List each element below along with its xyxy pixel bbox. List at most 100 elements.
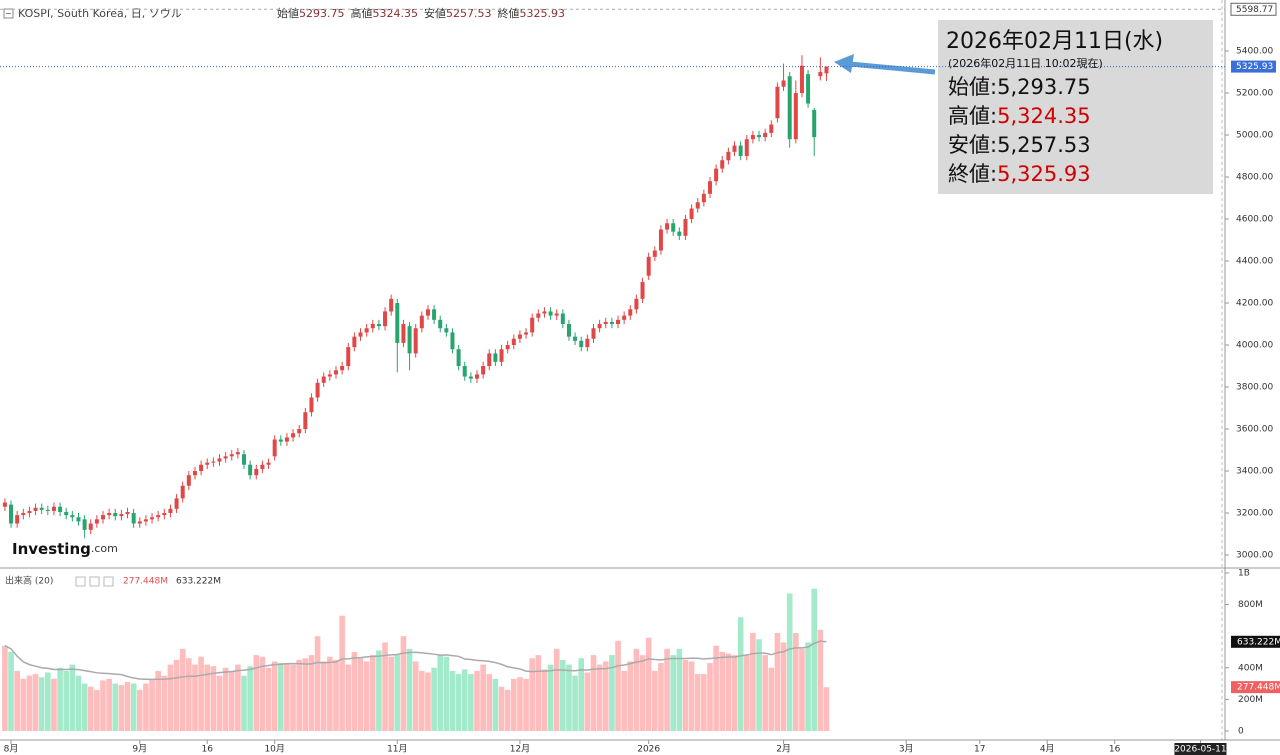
period-high-label: 5598.77 (1236, 5, 1273, 15)
volume-bar (811, 588, 818, 731)
candle-body (493, 353, 498, 362)
volume-bar (633, 648, 640, 731)
x-tick-label: 3月 (899, 744, 914, 755)
volume-bar (345, 664, 352, 731)
candle-body (113, 513, 118, 517)
candle-body (284, 437, 289, 442)
candle-body (51, 506, 56, 511)
candle-body (254, 468, 259, 476)
last-price-box (1231, 60, 1276, 73)
candle-body (585, 338, 590, 348)
candle-body (677, 231, 682, 236)
candle-body (634, 298, 639, 310)
candle-body (260, 464, 265, 469)
y-tick-label: 3600.00 (1236, 425, 1273, 435)
candle-body (701, 193, 706, 203)
volume-bar (517, 677, 523, 731)
info-row: 終値:5,325.93 (948, 162, 1091, 186)
candle-body (481, 366, 486, 375)
candle-body (444, 328, 449, 333)
volume-bar (351, 651, 358, 731)
info-label: 高値: (948, 104, 997, 128)
info-label: 始値: (948, 75, 997, 99)
legend-value: 5325.93 (520, 7, 566, 20)
volume-bar (817, 629, 824, 731)
volume-bar (449, 670, 456, 731)
volume-bar (14, 670, 20, 731)
candle-body (383, 311, 388, 327)
volume-bar (118, 685, 125, 731)
volume-bar (602, 661, 609, 731)
info-label: 安値: (948, 133, 997, 157)
candle-body (33, 507, 38, 511)
volume-bar (388, 656, 394, 731)
volume-title: 出来高 (20) (5, 575, 53, 587)
volume-bar (455, 674, 462, 731)
volume-bar (124, 681, 131, 731)
volume-bar (57, 667, 63, 731)
x-tick-label: 2026 (637, 745, 660, 755)
candle-body (401, 324, 406, 343)
candle-body (156, 515, 161, 518)
volume-tick-label: 1B (1238, 568, 1250, 578)
y-tick-label: 3800.00 (1236, 383, 1273, 393)
volume-bar (541, 669, 548, 731)
volume-bar (45, 672, 51, 731)
volume-bar (363, 661, 370, 731)
volume-bar (756, 639, 762, 731)
volume-bar (63, 670, 70, 731)
candle-body (211, 461, 216, 463)
volume-bar (547, 664, 554, 731)
volume-bar (228, 670, 235, 731)
x-end-box (1174, 743, 1227, 755)
candle-body (70, 515, 75, 518)
volume-icon (75, 576, 86, 587)
candle-body (658, 229, 663, 251)
volume-tick-label: 200M (1238, 695, 1263, 705)
volume-bar (572, 675, 578, 731)
info-row: 始値:5,293.75 (948, 75, 1091, 99)
volume-bar (682, 659, 689, 731)
volume-bar (271, 661, 278, 731)
candle-body (542, 311, 547, 314)
volume-bar (94, 689, 100, 731)
y-tick-label: 3200.00 (1236, 509, 1273, 519)
candle-body (168, 508, 173, 514)
candle-body (321, 376, 326, 383)
candle-body (462, 366, 467, 377)
candle-body (579, 340, 584, 348)
volume-bar (247, 666, 253, 731)
volume-bar (161, 675, 168, 731)
ohlc-legend: 始値5293.75 高値5324.35 安値5257.53 終値5325.93 (277, 6, 565, 20)
volume-bar (32, 674, 39, 731)
volume-bar (725, 653, 732, 731)
candle-body (487, 353, 492, 367)
candle-body (824, 66, 829, 74)
logo-suffix: .com (91, 542, 118, 555)
candle-body (818, 72, 823, 77)
volume-bar (290, 664, 296, 731)
candle-body (432, 309, 437, 320)
volume-bar (774, 633, 781, 731)
volume-bar (461, 669, 468, 731)
volume-bar (510, 678, 517, 731)
volume-bar (210, 666, 217, 731)
legend-label: 安値 (424, 6, 446, 20)
volume-bar (498, 686, 505, 731)
volume-ma-label: 633.222M (1237, 637, 1280, 647)
info-date: 2026年02月11日(水) (946, 29, 1163, 54)
logo: Investing.com (12, 540, 118, 558)
volume-bar (823, 687, 830, 731)
volume-bar (192, 664, 198, 731)
y-tick-label: 5200.00 (1236, 89, 1273, 99)
volume-bar (786, 593, 793, 731)
candle-body (333, 370, 338, 375)
candle-body (370, 324, 375, 329)
candle-body (744, 139, 749, 157)
volume-bar (130, 683, 137, 731)
x-tick-label: 16 (202, 745, 214, 755)
candle-body (781, 80, 786, 87)
candle-body (793, 93, 798, 140)
volume-bar (731, 655, 738, 731)
x-tick-label: 2026-05-11 (1174, 745, 1226, 755)
